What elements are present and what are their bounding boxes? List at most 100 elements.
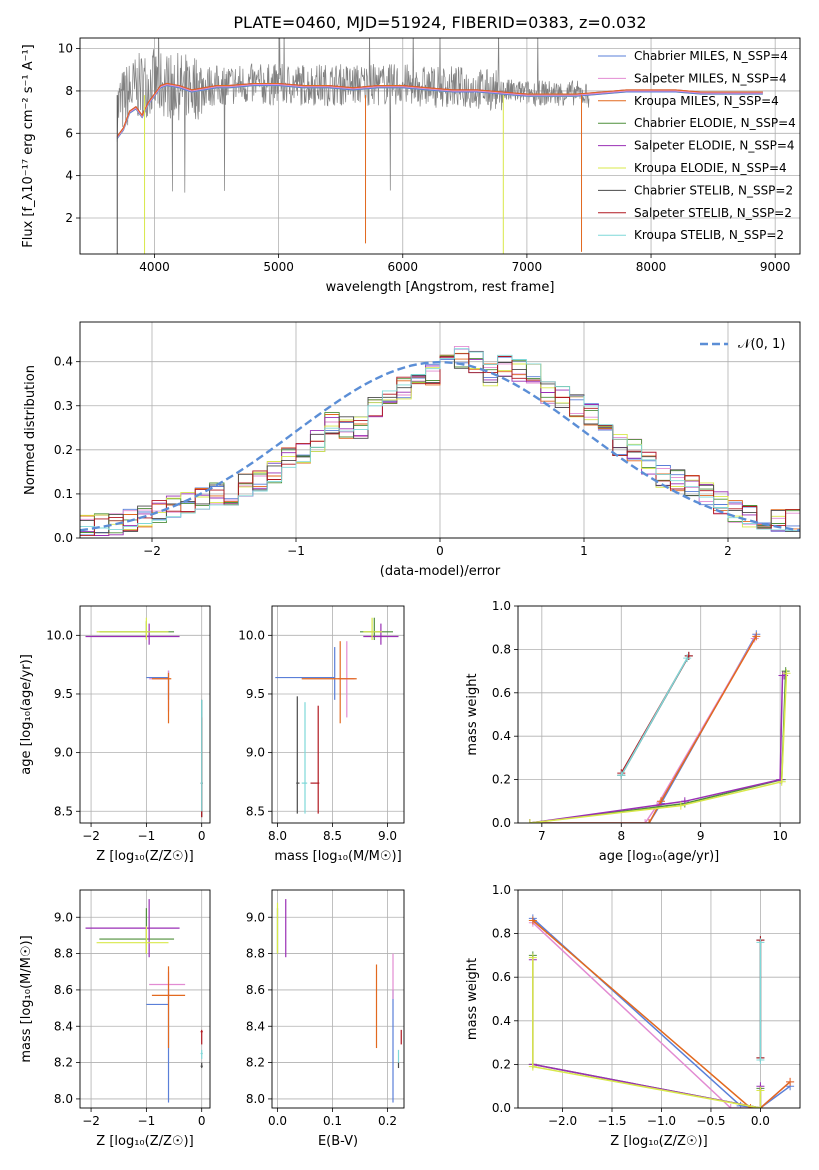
mass-weight-marker [756, 938, 765, 947]
mass-weight-marker [528, 953, 537, 962]
x-tick-label: −1 [138, 829, 156, 843]
mass-weight-marker [617, 771, 626, 780]
legend-label: Salpeter STELIB, N_SSP=2 [634, 206, 792, 220]
mass-weight-marker [736, 1101, 745, 1108]
y-tick-label: 9.5 [246, 687, 265, 701]
y-tick-label: 1.0 [492, 599, 511, 613]
panel-mass_vs_Z: −2 −1 0 8.0 8.2 8.4 8.6 8.8 9.0 Z [log₁₀(Z/Z☉)] ma… [19, 890, 210, 1149]
mass-weight-marker [786, 1077, 795, 1086]
age_vs_Z-data [85, 617, 203, 818]
x-tick-label: 0.2 [378, 1114, 397, 1128]
mass-weight-marker [528, 916, 537, 925]
legend-label: Chabrier MILES, N_SSP=4 [634, 49, 788, 63]
axes-frame [79, 321, 801, 539]
y-tick-label: 2 [65, 211, 73, 225]
mass_vs_ebv-data [276, 899, 402, 1103]
y-tick-label: 9.0 [54, 910, 73, 924]
legend-label: Chabrier STELIB, N_SSP=2 [634, 183, 793, 197]
spectrum-data [116, 38, 763, 254]
legend-label: Kroupa STELIB, N_SSP=2 [634, 228, 784, 242]
x-tick-label: 5000 [263, 260, 294, 274]
model-spectrum-line [116, 85, 763, 139]
x-axis-label: Z [log₁₀(Z/Z☉)] [96, 849, 193, 864]
legend-label: Salpeter ELODIE, N_SSP=4 [634, 139, 795, 153]
model-spectrum-line [116, 82, 763, 137]
y-tick-label: 0.6 [492, 686, 511, 700]
y-tick-label: 0.2 [54, 443, 73, 457]
mass-weight-line [532, 919, 791, 1108]
legend-label: Kroupa ELODIE, N_SSP=4 [634, 161, 787, 175]
mass-weight-marker [726, 1104, 735, 1108]
observed-spectrum-line [116, 38, 590, 193]
mass-weight-marker [752, 632, 761, 641]
x-axis-label: (data-model)/error [380, 564, 501, 579]
legend-label: Kroupa MILES, N_SSP=4 [634, 94, 779, 108]
y-tick-label: 0.6 [492, 970, 511, 984]
x-axis-label: mass [log₁₀(M/M☉)] [274, 849, 401, 864]
y-tick-label: 9.0 [54, 746, 73, 760]
axes-frame [79, 605, 211, 824]
y-tick-label: 0.8 [492, 642, 511, 656]
axes-frame [517, 889, 801, 1109]
legend-label: 𝒩(0, 1) [738, 337, 785, 352]
x-tick-label: 10 [773, 829, 788, 843]
y-tick-label: 0.4 [54, 355, 73, 369]
mass-weight-marker [525, 819, 534, 823]
y-tick-label: 8.0 [54, 1092, 73, 1106]
y-tick-label: 8.0 [246, 1092, 265, 1106]
histogram-step-line [80, 348, 800, 532]
axes-frame [271, 605, 405, 824]
model-spectrum-line [116, 84, 763, 138]
x-tick-label: 0.1 [323, 1114, 342, 1128]
x-tick-label: 0 [198, 829, 206, 843]
x-tick-label: 1 [580, 544, 588, 558]
panel-mass_vs_ebv: 0.0 0.1 0.2 8.0 8.2 8.4 8.6 8.8 9.0 E(B-V) [246, 890, 404, 1149]
panel-spectrum: 4000 5000 6000 7000 8000 9000 2 4 6 8 10 wavelength… [21, 38, 800, 295]
y-axis-label: Flux [f_λ10⁻¹⁷ erg cm⁻² s⁻¹ A⁻¹] [21, 44, 36, 248]
x-axis-label: wavelength [Angstrom, rest frame] [326, 280, 555, 295]
x-tick-label: 7000 [512, 260, 543, 274]
x-axis-label: age [log₁₀(age/yr)] [599, 849, 720, 864]
x-tick-label: 8 [617, 829, 625, 843]
y-tick-label: 0.3 [54, 399, 73, 413]
x-tick-label: −2 [82, 1114, 100, 1128]
axes-frame [271, 889, 405, 1109]
panel-age_vs_Z: −2 −1 0 8.5 9.0 9.5 10.0 Z [log₁₀(Z/Z☉)] age [lo… [19, 606, 210, 864]
mass-weight-marker [782, 669, 791, 678]
mass-weight-marker [645, 819, 654, 823]
y-tick-label: 8.4 [246, 1019, 265, 1033]
y-axis-label: Normed distribution [23, 365, 38, 495]
x-tick-label: 9 [697, 829, 705, 843]
mass-weight-line [529, 636, 757, 823]
residual-data [80, 345, 800, 536]
legend-label: Chabrier ELODIE, N_SSP=4 [634, 116, 796, 130]
legend-label: Salpeter MILES, N_SSP=4 [634, 71, 787, 85]
mass_vs_Z-data [85, 899, 203, 1103]
y-tick-label: 8.6 [246, 983, 265, 997]
mass-weight-line [529, 673, 788, 823]
x-tick-label: −2 [143, 544, 161, 558]
x-axis-label: E(B-V) [318, 1134, 358, 1149]
y-tick-label: 8.2 [246, 1056, 265, 1070]
mass-weight-marker [756, 1056, 765, 1065]
mass-weight-line [620, 657, 688, 776]
y-tick-label: 6 [65, 126, 73, 140]
y-tick-label: 9.0 [246, 746, 265, 760]
mass-weight-marker [756, 1104, 765, 1108]
y-tick-label: 8.8 [54, 947, 73, 961]
axes-frame [79, 37, 801, 255]
y-tick-label: 0.1 [54, 487, 73, 501]
y-tick-label: 8 [65, 84, 73, 98]
mass_weight_vs_age-data [525, 630, 791, 823]
spectrum-title: PLATE=0460, MJD=51924, FIBERID=0383, z=0… [233, 13, 646, 32]
y-tick-label: 0.0 [492, 816, 511, 830]
x-tick-label: 0.0 [268, 1114, 287, 1128]
mass-weight-marker [676, 801, 685, 810]
x-tick-label: 7 [538, 829, 546, 843]
y-tick-label: 10.0 [238, 628, 265, 642]
x-tick-label: −1 [138, 1114, 156, 1128]
x-tick-label: −1.0 [647, 1114, 676, 1128]
mass-weight-line [532, 957, 762, 1108]
